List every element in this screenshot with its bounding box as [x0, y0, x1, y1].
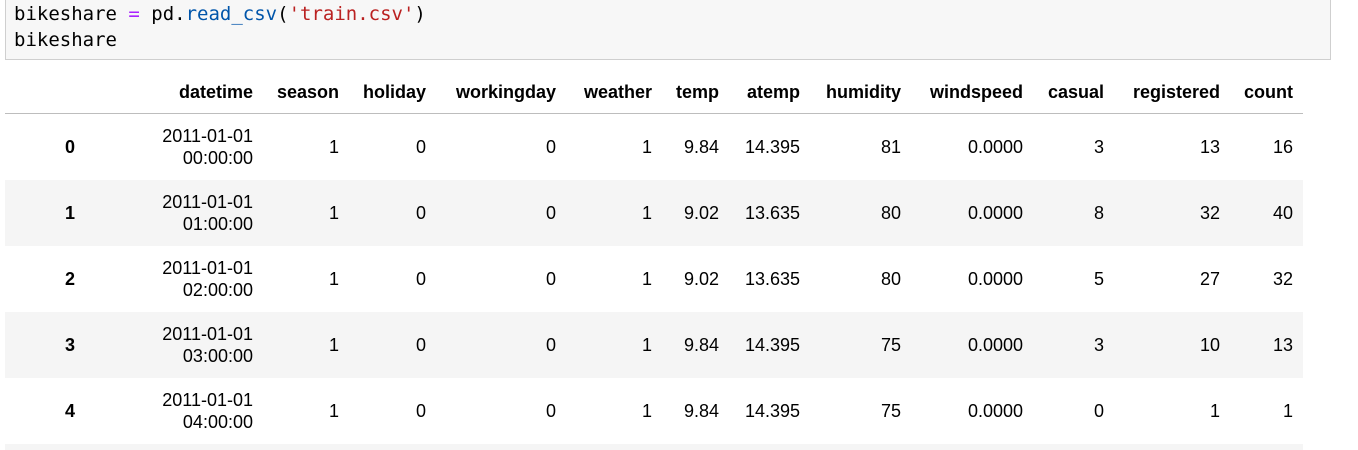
next-row	[5, 444, 1303, 450]
table-cell: 80	[880, 202, 901, 223]
table-cell: 3	[1093, 136, 1104, 157]
code-token: read_csv	[185, 3, 278, 25]
table-cell: 0	[415, 400, 426, 421]
table-cell: 2011-01-01 02:00:00	[162, 257, 253, 300]
dataframe: datetime season holiday workingday weather te…	[5, 70, 1303, 444]
table-cell: 0	[545, 268, 556, 289]
column-header: windspeed	[911, 70, 1033, 114]
table-cell: 2011-01-01 01:00:00	[162, 191, 253, 234]
table-cell: 80	[880, 268, 901, 289]
table-cell: 0.0000	[967, 268, 1023, 289]
table-row: 1 2011-01-01 01:00:00 1 0 0 1 9.02 13.635 80 0.00…	[5, 179, 1303, 246]
column-header: datetime	[135, 70, 263, 114]
code-token: bikeshare	[14, 3, 129, 25]
table-cell: 1	[641, 136, 652, 157]
column-header: atemp	[729, 70, 810, 114]
table-cell: 0	[545, 334, 556, 355]
index-header	[5, 70, 135, 114]
table-cell: 9.84	[683, 136, 719, 157]
code-token: =	[128, 3, 140, 25]
table-cell: 1	[641, 400, 652, 421]
column-header: workingday	[436, 70, 566, 114]
table-cell: 1	[641, 202, 652, 223]
table-cell: 81	[880, 136, 901, 157]
header-row: datetime season holiday workingday weather te…	[5, 70, 1303, 114]
table-cell: 14.395	[744, 400, 800, 421]
table-cell: 0	[415, 136, 426, 157]
row-index: 4	[64, 400, 75, 421]
table-cell: 0	[415, 334, 426, 355]
table-cell: 1	[328, 268, 339, 289]
table-cell: 0	[1093, 400, 1104, 421]
table-cell: 1	[328, 400, 339, 421]
table-row: 3 2011-01-01 03:00:00 1 0 0 1 9.84 14.395 75 0.00…	[5, 311, 1303, 378]
code-cell[interactable]: bikeshare = pd.read_csv('train.csv') bike…	[5, 0, 1331, 60]
column-header: registered	[1114, 70, 1230, 114]
table-cell: 32	[1199, 202, 1220, 223]
column-header: season	[263, 70, 349, 114]
table-cell: 1	[1209, 400, 1220, 421]
row-index: 2	[64, 268, 75, 289]
table-cell: 14.395	[744, 334, 800, 355]
table-cell: 13	[1272, 334, 1293, 355]
table-row: 0 2011-01-01 00:00:00 1 0 0 1 9.84 14.395 81 0.00…	[5, 114, 1303, 180]
table-cell: 75	[880, 400, 901, 421]
table-cell: 13.635	[744, 268, 800, 289]
table-cell: 1	[328, 202, 339, 223]
code-token: 'train.csv'	[288, 3, 415, 25]
table-cell: 0	[415, 268, 426, 289]
table-cell: 1	[1282, 400, 1293, 421]
row-index: 1	[64, 202, 75, 223]
table-cell: 13.635	[744, 202, 800, 223]
table-cell: 0.0000	[967, 400, 1023, 421]
table-cell: 0.0000	[967, 202, 1023, 223]
table-cell: 16	[1272, 136, 1293, 157]
code-token: pd.	[139, 3, 186, 25]
table-cell: 0	[545, 202, 556, 223]
table-cell: 5	[1093, 268, 1104, 289]
table-cell: 1	[641, 268, 652, 289]
table-cell: 32	[1272, 268, 1293, 289]
code-token: )	[414, 3, 426, 25]
table-row: 4 2011-01-01 04:00:00 1 0 0 1 9.84 14.395 75 0.00…	[5, 378, 1303, 444]
column-header: casual	[1033, 70, 1114, 114]
table-cell: 9.84	[683, 400, 719, 421]
table-cell: 9.84	[683, 334, 719, 355]
table-cell: 0.0000	[967, 136, 1023, 157]
column-header: count	[1230, 70, 1303, 114]
table-cell: 1	[641, 334, 652, 355]
row-index: 3	[64, 334, 75, 355]
table-cell: 9.02	[683, 202, 719, 223]
table-cell: 2011-01-01 04:00:00	[162, 389, 253, 432]
code-line: bikeshare	[14, 27, 1330, 53]
table-cell: 10	[1199, 334, 1220, 355]
code-token: (	[277, 3, 289, 25]
table-cell: 3	[1093, 334, 1104, 355]
table-cell: 0	[545, 136, 556, 157]
table-cell: 40	[1272, 202, 1293, 223]
code-token: bikeshare	[14, 29, 117, 51]
table-cell: 1	[328, 136, 339, 157]
table-cell: 14.395	[744, 136, 800, 157]
table-cell: 9.02	[683, 268, 719, 289]
table-cell: 8	[1093, 202, 1104, 223]
table-cell: 1	[328, 334, 339, 355]
table-cell: 2011-01-01 03:00:00	[162, 323, 253, 366]
column-header: holiday	[349, 70, 436, 114]
table-cell: 0	[545, 400, 556, 421]
table-row: 2 2011-01-01 02:00:00 1 0 0 1 9.02 13.635 80 0.00…	[5, 246, 1303, 312]
code-line: bikeshare = pd.read_csv('train.csv')	[14, 1, 1330, 27]
column-header: humidity	[810, 70, 911, 114]
row-index: 0	[64, 136, 75, 157]
table-cell: 2011-01-01 00:00:00	[162, 125, 253, 168]
table-cell: 13	[1199, 136, 1220, 157]
table-cell: 0	[415, 202, 426, 223]
column-header: temp	[662, 70, 729, 114]
table-cell: 27	[1199, 268, 1220, 289]
table-cell: 0.0000	[967, 334, 1023, 355]
code-text: bikeshare = pd.read_csv('train.csv') bike…	[6, 0, 1330, 53]
column-header: weather	[566, 70, 662, 114]
table-cell: 75	[880, 334, 901, 355]
